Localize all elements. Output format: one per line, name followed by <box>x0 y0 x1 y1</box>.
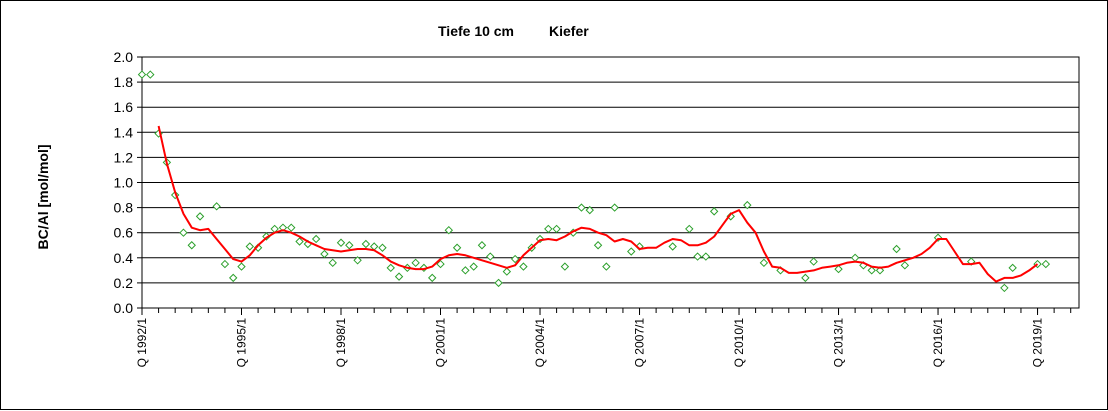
data-point-66 <box>759 258 769 268</box>
data-point-73 <box>867 266 876 275</box>
x-tick-label-7: Q 2013/1 <box>832 318 846 368</box>
data-point-74 <box>875 266 885 275</box>
y-tick-label-8: 1.6 <box>114 99 134 115</box>
data-point-68 <box>801 273 810 283</box>
data-series <box>137 70 1051 293</box>
data-point-62 <box>701 252 711 261</box>
data-point-82 <box>1041 259 1051 269</box>
x-tick-label-4: Q 2004/1 <box>533 318 547 368</box>
data-point-63 <box>709 207 719 216</box>
data-point-26 <box>361 239 371 249</box>
x-tick-label-2: Q 1998/1 <box>334 318 348 368</box>
data-point-5 <box>179 228 188 237</box>
data-point-38 <box>461 266 470 275</box>
data-point-52 <box>577 203 586 212</box>
data-point-54 <box>593 241 603 250</box>
data-point-10 <box>229 273 238 283</box>
data-point-40 <box>477 241 487 250</box>
y-tick-label-9: 1.8 <box>114 74 134 90</box>
x-tick-label-8: Q 2016/1 <box>931 318 945 368</box>
data-point-45 <box>519 262 528 271</box>
data-point-28 <box>378 243 387 252</box>
chart-title-depth: Tiefe 10 cm <box>438 23 514 39</box>
data-point-48 <box>544 224 553 234</box>
y-tick-label-1: 0.2 <box>114 275 134 291</box>
trend-line <box>157 125 1039 283</box>
data-point-7 <box>195 212 205 221</box>
y-tick-label-3: 0.6 <box>114 225 134 241</box>
data-point-12 <box>245 242 255 251</box>
data-point-42 <box>494 278 503 288</box>
data-point-50 <box>560 262 570 271</box>
data-point-22 <box>328 258 337 268</box>
data-point-25 <box>353 256 362 265</box>
y-axis-label: BC/Al [mol/mol] <box>35 145 51 250</box>
chart-title-species: Kiefer <box>549 23 589 39</box>
data-point-17 <box>287 223 296 232</box>
x-tick-label-1: Q 1995/1 <box>235 318 249 368</box>
data-point-35 <box>436 259 445 269</box>
y-tick-label-0: 0.0 <box>114 300 134 316</box>
data-point-20 <box>311 234 321 244</box>
data-point-43 <box>502 267 512 276</box>
data-point-32 <box>411 258 420 268</box>
data-point-76 <box>900 261 910 270</box>
data-point-57 <box>627 247 636 256</box>
data-point-34 <box>428 273 437 283</box>
data-point-39 <box>469 262 478 271</box>
x-tick-label-6: Q 2010/1 <box>732 318 746 368</box>
gridlines <box>142 56 1079 309</box>
data-point-70 <box>834 264 843 274</box>
y-tick-label-5: 1.0 <box>114 175 134 191</box>
data-point-0 <box>137 70 147 79</box>
y-tick-labels: 0.0 0.2 0.4 0.6 0.8 1.0 1.2 1.4 1.6 1.8 2.0 <box>114 49 134 316</box>
data-point-60 <box>685 224 694 234</box>
data-point-65 <box>743 200 752 210</box>
data-point-36 <box>444 225 454 235</box>
data-point-61 <box>693 252 702 261</box>
x-tick-labels: Q 1992/1 Q 1995/1 Q 1998/1 Q 2001/1 Q 2004/1… <box>135 318 1045 368</box>
data-point-41 <box>486 252 495 261</box>
y-tick-label-7: 1.4 <box>114 124 134 140</box>
data-point-11 <box>237 262 246 271</box>
x-tick-label-5: Q 2007/1 <box>633 318 647 368</box>
y-tick-label-2: 0.4 <box>114 250 134 266</box>
data-point-59 <box>668 242 677 251</box>
y-tick-label-4: 0.8 <box>114 200 134 216</box>
plot-area-border <box>141 56 1080 309</box>
data-point-80 <box>1008 263 1017 273</box>
data-point-79 <box>1000 283 1009 293</box>
data-point-49 <box>552 224 561 234</box>
data-point-21 <box>320 249 329 259</box>
y-tick-label-6: 1.2 <box>114 149 134 165</box>
axes <box>137 56 1080 315</box>
data-point-69 <box>809 257 818 266</box>
data-point-71 <box>850 253 860 263</box>
x-tick-label-0: Q 1992/1 <box>135 318 149 368</box>
data-point-37 <box>452 243 462 252</box>
data-point-23 <box>336 238 346 247</box>
x-tick-label-3: Q 2001/1 <box>434 318 448 368</box>
data-point-1 <box>146 70 155 79</box>
data-point-44 <box>510 254 520 264</box>
data-point-18 <box>295 237 304 246</box>
data-point-30 <box>394 272 404 281</box>
data-point-6 <box>187 241 196 250</box>
data-point-24 <box>345 241 354 250</box>
x-tick-label-9: Q 2019/1 <box>1031 318 1045 368</box>
data-point-75 <box>892 244 901 254</box>
data-point-56 <box>610 203 619 212</box>
y-tick-label-10: 2.0 <box>114 49 134 65</box>
data-point-8 <box>212 202 221 211</box>
data-point-9 <box>220 259 230 269</box>
data-point-53 <box>585 205 594 215</box>
data-point-29 <box>386 263 395 273</box>
data-point-55 <box>602 262 611 271</box>
